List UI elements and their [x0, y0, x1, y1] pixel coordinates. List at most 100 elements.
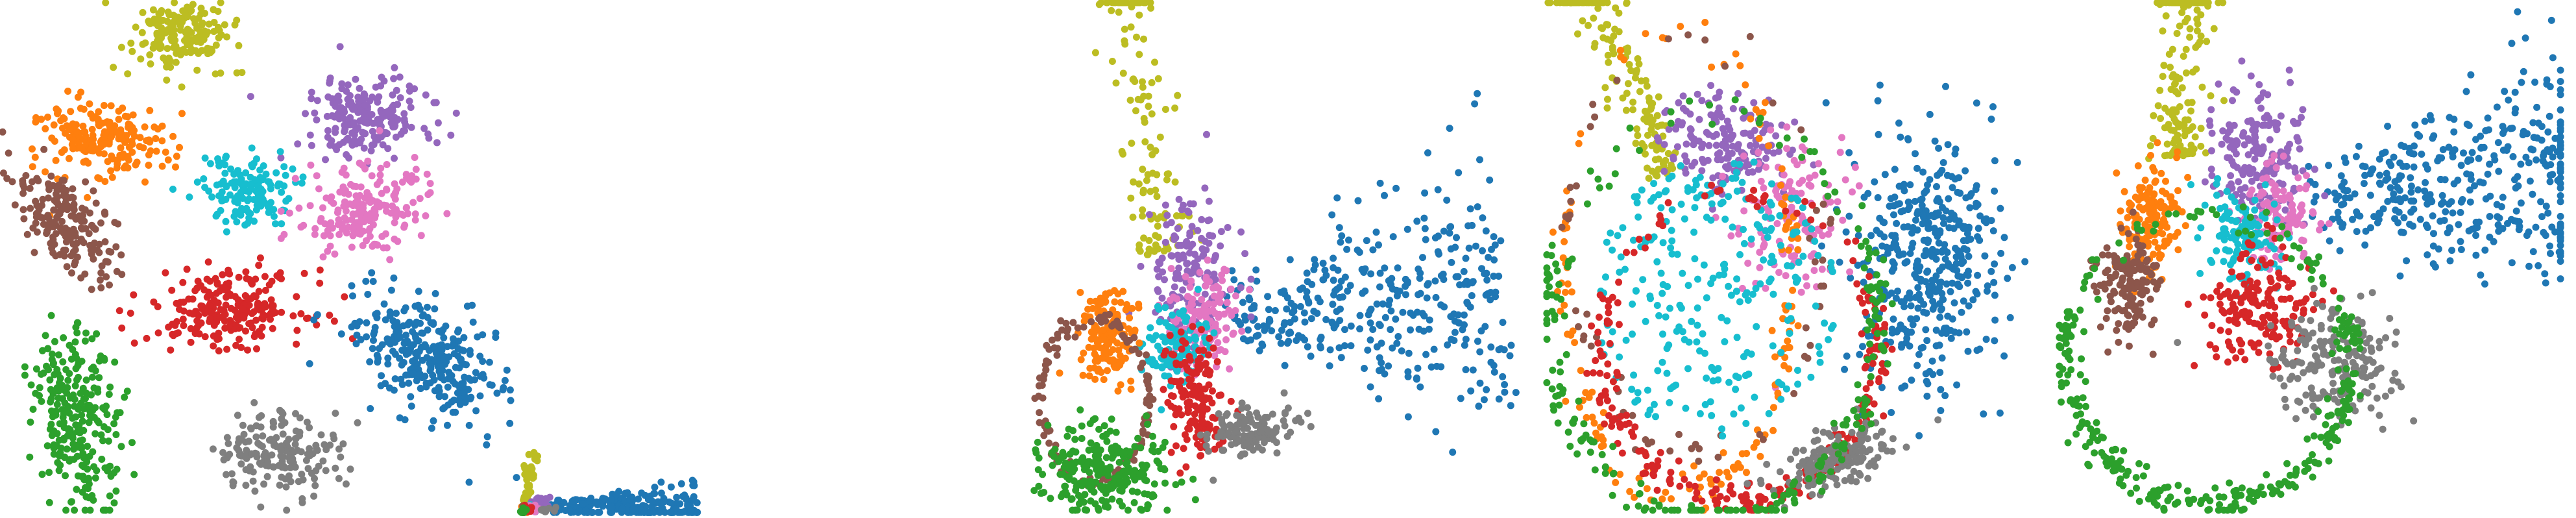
scatter-point-purple — [1175, 195, 1183, 203]
scatter-point-gray — [239, 421, 247, 429]
scatter-point-blue — [581, 506, 589, 514]
scatter-point-blue — [1239, 299, 1246, 306]
scatter-point-red — [216, 287, 224, 295]
scatter-point-olive — [171, 0, 178, 6]
scatter-point-purple — [406, 97, 413, 105]
scatter-point-brown — [68, 269, 75, 277]
scatter-point-red — [1211, 445, 1219, 453]
scatter-point-green — [1051, 445, 1059, 453]
scatter-point-gray — [279, 430, 287, 438]
scatter-point-brown — [32, 213, 40, 221]
scatter-point-blue — [430, 417, 437, 425]
scatter-point-brown — [1088, 318, 1095, 326]
scatter-point-green — [80, 454, 88, 462]
scatter-point-gray — [1209, 476, 1217, 484]
scatter-point-blue — [1928, 357, 1936, 365]
scatter-point-red — [197, 319, 205, 327]
scatter-point-red — [252, 275, 260, 283]
scatter-point-olive — [528, 465, 536, 473]
scatter-point-red — [1191, 389, 1199, 397]
scatter-point-orange — [100, 140, 108, 148]
scatter-point-olive — [1647, 105, 1655, 113]
scatter-point-blue — [461, 373, 468, 381]
scatter-point-gray — [233, 444, 241, 452]
scatter-point-orange — [94, 116, 102, 123]
scatter-point-orange — [117, 144, 125, 152]
scatter-point-red — [191, 287, 199, 295]
scatter-point-purple — [406, 87, 413, 95]
scatter-point-green — [42, 332, 49, 339]
scatter-point-blue — [1901, 259, 1909, 267]
scatter-point-purple — [369, 127, 376, 135]
scatter-point-pink — [412, 166, 420, 173]
scatter-point-green — [72, 441, 80, 449]
scatter-point-purple — [1691, 158, 1699, 166]
scatter-point-blue — [1455, 169, 1463, 177]
scatter-point-blue — [668, 499, 675, 507]
scatter-point-pink — [313, 172, 321, 180]
scatter-point-green — [1106, 427, 1114, 435]
scatter-point-cyan — [231, 195, 239, 203]
scatter-point-brown — [1120, 334, 1128, 341]
scatter-point-blue — [459, 347, 467, 354]
scatter-point-blue — [1915, 432, 1923, 439]
scatter-point-purple — [1775, 147, 1782, 155]
scatter-point-brown — [19, 190, 27, 197]
scatter-point-pink — [1204, 256, 1211, 264]
scatter-point-olive — [184, 12, 191, 19]
scatter-point-purple — [326, 74, 334, 82]
scatter-point-purple — [424, 130, 432, 138]
scatter-point-green — [1099, 486, 1107, 494]
scatter-point-blue — [426, 367, 434, 375]
scatter-point-brown — [19, 180, 27, 188]
scatter-point-blue — [1966, 204, 1974, 212]
scatter-point-cyan — [265, 201, 272, 209]
scatter-point-orange — [1076, 289, 1084, 296]
scatter-point-brown — [106, 281, 113, 289]
scatter-point-purple — [434, 119, 442, 127]
scatter-point-blue — [1345, 236, 1352, 244]
scatter-point-purple — [247, 93, 254, 101]
scatter-point-cyan — [278, 188, 286, 196]
scatter-point-blue — [384, 338, 392, 346]
scatter-point-brown — [69, 240, 77, 248]
scatter-point-blue — [1317, 334, 1325, 341]
scatter-point-blue — [1822, 99, 1830, 106]
scatter-point-pink — [1226, 365, 1233, 373]
scatter-point-blue — [1912, 293, 1919, 301]
scatter-point-olive — [198, 47, 206, 55]
scatter-point-red — [341, 293, 348, 301]
scatter-point-blue — [1372, 228, 1380, 236]
scatter-point-blue — [1424, 149, 1431, 156]
scatter-point-blue — [1969, 296, 1977, 304]
scatter-point-blue — [1923, 392, 1931, 400]
scatter-point-blue — [463, 361, 470, 369]
scatter-point-cyan — [222, 195, 230, 203]
scatter-point-blue — [1936, 369, 1944, 376]
scatter-point-olive — [151, 15, 158, 23]
scatter-point-brown — [97, 219, 104, 227]
scatter-point-blue — [2000, 352, 2008, 360]
scatter-point-blue — [389, 347, 396, 355]
scatter-point-blue — [607, 495, 615, 503]
scatter-point-pink — [1767, 126, 1775, 134]
scatter-point-blue — [1938, 354, 1946, 362]
scatter-point-brown — [78, 237, 86, 245]
scatter-point-blue — [469, 318, 477, 326]
scatter-point-pink — [297, 223, 305, 231]
scatter-point-blue — [1356, 325, 1364, 333]
scatter-point-blue — [1388, 275, 1396, 282]
scatter-point-green — [51, 443, 58, 451]
scatter-point-green — [82, 376, 90, 384]
scatter-point-green — [53, 401, 61, 408]
scatter-point-blue — [1451, 328, 1459, 336]
scatter-point-gray — [1253, 409, 1260, 417]
scatter-point-purple — [1174, 241, 1182, 249]
scatter-point-pink — [422, 212, 430, 219]
scatter-point-pink — [412, 175, 420, 183]
scatter-point-olive — [156, 42, 164, 49]
scatter-point-red — [255, 262, 263, 269]
scatter-point-olive — [1160, 247, 1168, 255]
scatter-point-blue — [1923, 378, 1930, 385]
scatter-point-red — [1227, 397, 1235, 405]
